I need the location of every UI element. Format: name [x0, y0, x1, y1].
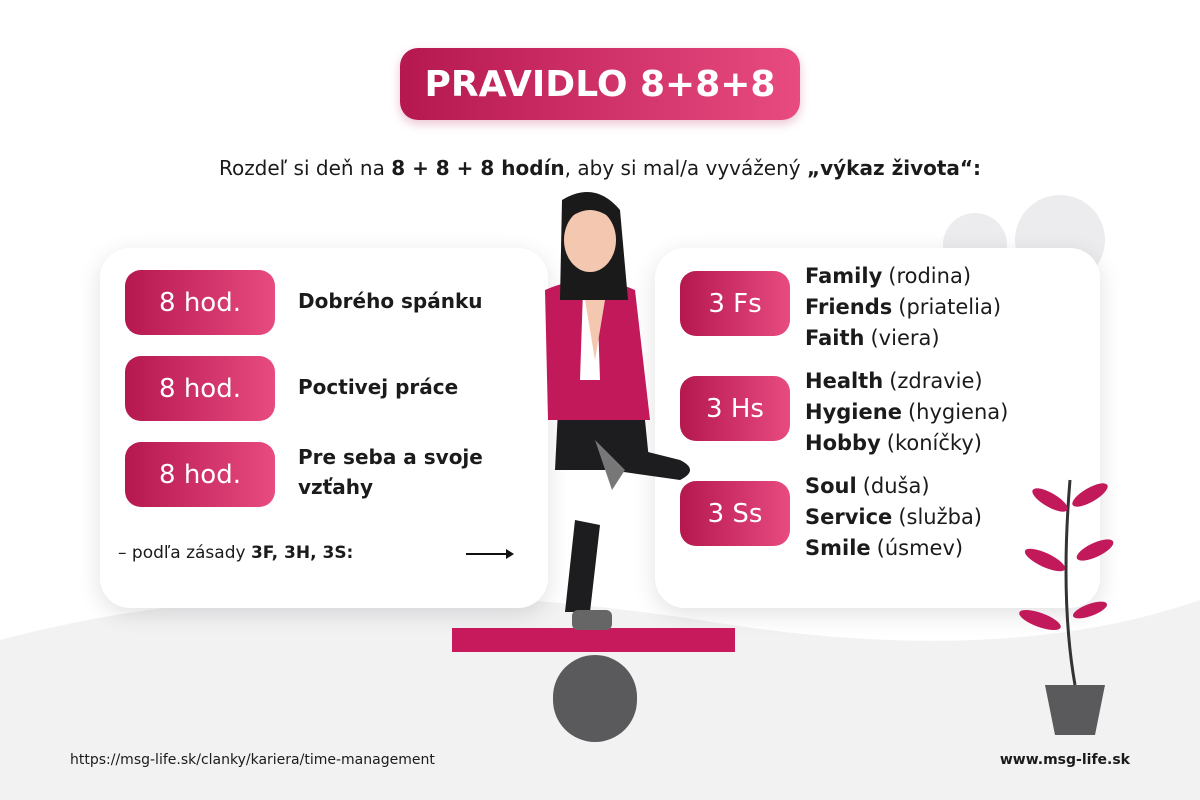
text-segment: – podľa zásady: [118, 543, 251, 563]
item-name: Service: [805, 505, 893, 529]
item: Smile (úsmev): [805, 533, 982, 564]
item-meaning: (viera): [870, 326, 940, 350]
item: Faith (viera): [805, 323, 1001, 354]
item: Family (rodina): [805, 261, 1001, 292]
title: PRAVIDLO 8+8+8: [400, 48, 800, 120]
badge: 3 Ss: [680, 481, 790, 546]
item: Health (zdravie): [805, 366, 1008, 397]
text-segment: 8 + 8 + 8 hodín: [391, 156, 565, 180]
badge: 8 hod.: [125, 356, 275, 421]
arrow: [466, 549, 514, 559]
badge: 3 Hs: [680, 376, 790, 441]
item-meaning: (zdravie): [889, 369, 983, 393]
item-meaning: (rodina): [888, 264, 972, 288]
item-text: Pre seba a svoje vzťahy: [298, 445, 483, 499]
item-meaning: (koníčky): [886, 431, 982, 455]
item: Service (služba): [805, 502, 982, 533]
item-list: Family (rodina) Friends (priatelia) Faith (vi…: [805, 261, 1001, 354]
item: Friends (priatelia): [805, 292, 1001, 323]
item: Soul (duša): [805, 471, 982, 502]
item-name: Smile: [805, 536, 871, 560]
item-list: Soul (duša) Service (služba) Smile (úsmev): [805, 471, 982, 564]
text-segment: , aby si mal/a vyvážený: [564, 156, 807, 180]
item-name: Soul: [805, 474, 857, 498]
text-segment: Rozdeľ si deň na: [218, 156, 392, 180]
item-name: Health: [805, 369, 884, 393]
right-card: 3 Fs Family (rodina) Friends (priatelia) Fait…: [655, 248, 1100, 608]
item-meaning: (hygiena): [907, 400, 1009, 424]
footer-url: https://msg-life.sk/clanky/kariera/time-…: [70, 752, 435, 768]
intro: Rozdeľ si deň na 8 + 8 + 8 hodín, aby si…: [0, 156, 1200, 180]
item-list: Health (zdravie) Hygiene (hygiena) Hobby (kon…: [805, 366, 1008, 459]
badge: 8 hod.: [125, 442, 275, 507]
item-meaning: (duša): [862, 474, 930, 498]
item-name: Faith: [805, 326, 865, 350]
item-meaning: (úsmev): [876, 536, 964, 560]
item-text: Poctivej práce: [298, 375, 459, 399]
text-segment: „výkaz života“:: [806, 156, 982, 180]
note: – podľa zásady 3F, 3H, 3S:: [118, 543, 353, 563]
badge: 8 hod.: [125, 270, 275, 335]
text-segment: 3F, 3H, 3S:: [250, 543, 354, 563]
item-meaning: (priatelia): [898, 295, 1002, 319]
item-meaning: (služba): [898, 505, 983, 529]
footer-site: www.msg-life.sk: [999, 752, 1130, 768]
badge: 3 Fs: [680, 271, 790, 336]
item-name: Family: [805, 264, 883, 288]
item-text: Dobrého spánku: [298, 289, 483, 313]
item-name: Hygiene: [805, 400, 902, 424]
left-card: – podľa zásady 3F, 3H, 3S: 8 hod. Dobrého…: [100, 248, 548, 608]
item-name: Friends: [805, 295, 893, 319]
item-name: Hobby: [805, 431, 881, 455]
item: Hobby (koníčky): [805, 428, 1008, 459]
item: Hygiene (hygiena): [805, 397, 1008, 428]
